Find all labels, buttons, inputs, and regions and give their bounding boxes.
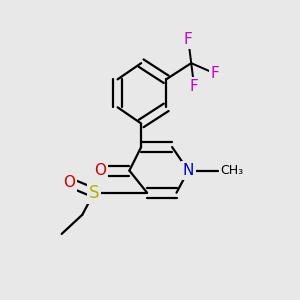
Text: F: F <box>210 66 219 81</box>
Text: S: S <box>89 184 99 202</box>
Text: O: O <box>94 163 106 178</box>
Text: F: F <box>184 32 193 47</box>
Text: CH₃: CH₃ <box>221 164 244 177</box>
Text: N: N <box>183 163 194 178</box>
Text: F: F <box>190 79 199 94</box>
Text: O: O <box>63 175 75 190</box>
